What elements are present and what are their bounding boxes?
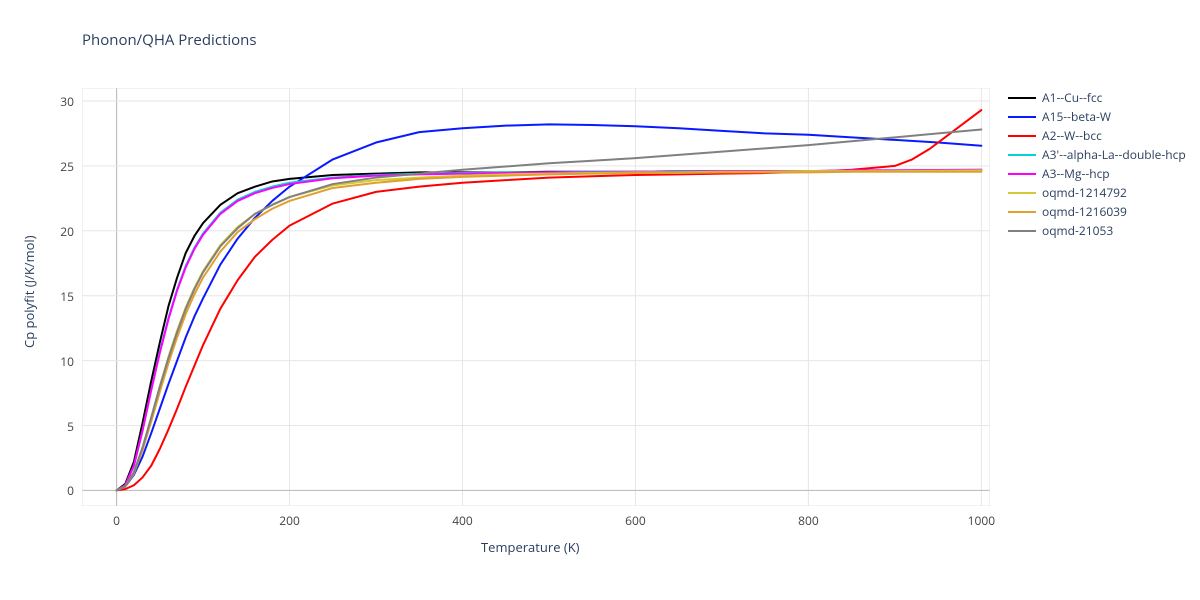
series-line[interactable] — [117, 124, 982, 490]
legend-item[interactable]: oqmd-1216039 — [1008, 202, 1186, 221]
legend-swatch — [1008, 192, 1036, 194]
y-tick-label: 30 — [60, 93, 74, 110]
series-line[interactable] — [117, 170, 982, 491]
legend-label: A15--beta-W — [1042, 108, 1111, 125]
plot-area[interactable] — [82, 88, 990, 506]
legend-label: A3--Mg--hcp — [1042, 165, 1110, 182]
x-tick-label: 800 — [793, 512, 823, 529]
x-axis-label: Temperature (K) — [481, 538, 580, 556]
y-tick-label: 5 — [67, 418, 74, 435]
legend-label: oqmd-21053 — [1042, 222, 1113, 239]
y-tick-label: 15 — [60, 288, 74, 305]
series-line[interactable] — [117, 170, 982, 490]
series-line[interactable] — [117, 110, 982, 490]
legend-swatch — [1008, 173, 1036, 175]
legend-item[interactable]: A3'--alpha-La--double-hcp — [1008, 145, 1186, 164]
legend-swatch — [1008, 211, 1036, 213]
y-axis-label: Cp polyfit (J/K/mol) — [20, 235, 38, 348]
legend-label: A3'--alpha-La--double-hcp — [1042, 146, 1186, 163]
legend-item[interactable]: oqmd-1214792 — [1008, 183, 1186, 202]
legend[interactable]: A1--Cu--fcc A15--beta-W A2--W--bcc A3'--alp… — [1008, 88, 1186, 240]
y-tick-label: 10 — [60, 353, 74, 370]
legend-swatch — [1008, 154, 1036, 156]
legend-item[interactable]: A2--W--bcc — [1008, 126, 1186, 145]
legend-label: oqmd-1216039 — [1042, 203, 1127, 220]
x-tick-label: 600 — [620, 512, 650, 529]
chart-title: Phonon/QHA Predictions — [82, 30, 257, 50]
plot-svg — [82, 88, 990, 506]
chart-container: Phonon/QHA Predictions Cp polyfit (J/K/m… — [0, 0, 1200, 600]
x-tick-label: 400 — [447, 512, 477, 529]
y-tick-label: 20 — [60, 223, 74, 240]
legend-label: oqmd-1214792 — [1042, 184, 1127, 201]
legend-swatch — [1008, 230, 1036, 232]
x-tick-label: 0 — [102, 512, 132, 529]
legend-item[interactable]: A15--beta-W — [1008, 107, 1186, 126]
legend-item[interactable]: A1--Cu--fcc — [1008, 88, 1186, 107]
series-line[interactable] — [117, 170, 982, 490]
series-line[interactable] — [117, 130, 982, 491]
legend-swatch — [1008, 116, 1036, 118]
legend-swatch — [1008, 135, 1036, 137]
y-tick-label: 25 — [60, 158, 74, 175]
legend-label: A1--Cu--fcc — [1042, 89, 1102, 106]
legend-item[interactable]: A3--Mg--hcp — [1008, 164, 1186, 183]
legend-swatch — [1008, 97, 1036, 99]
series-line[interactable] — [117, 170, 982, 491]
legend-label: A2--W--bcc — [1042, 127, 1102, 144]
x-tick-label: 1000 — [966, 512, 996, 529]
legend-item[interactable]: oqmd-21053 — [1008, 221, 1186, 240]
y-tick-label: 0 — [67, 482, 74, 499]
x-tick-label: 200 — [275, 512, 305, 529]
